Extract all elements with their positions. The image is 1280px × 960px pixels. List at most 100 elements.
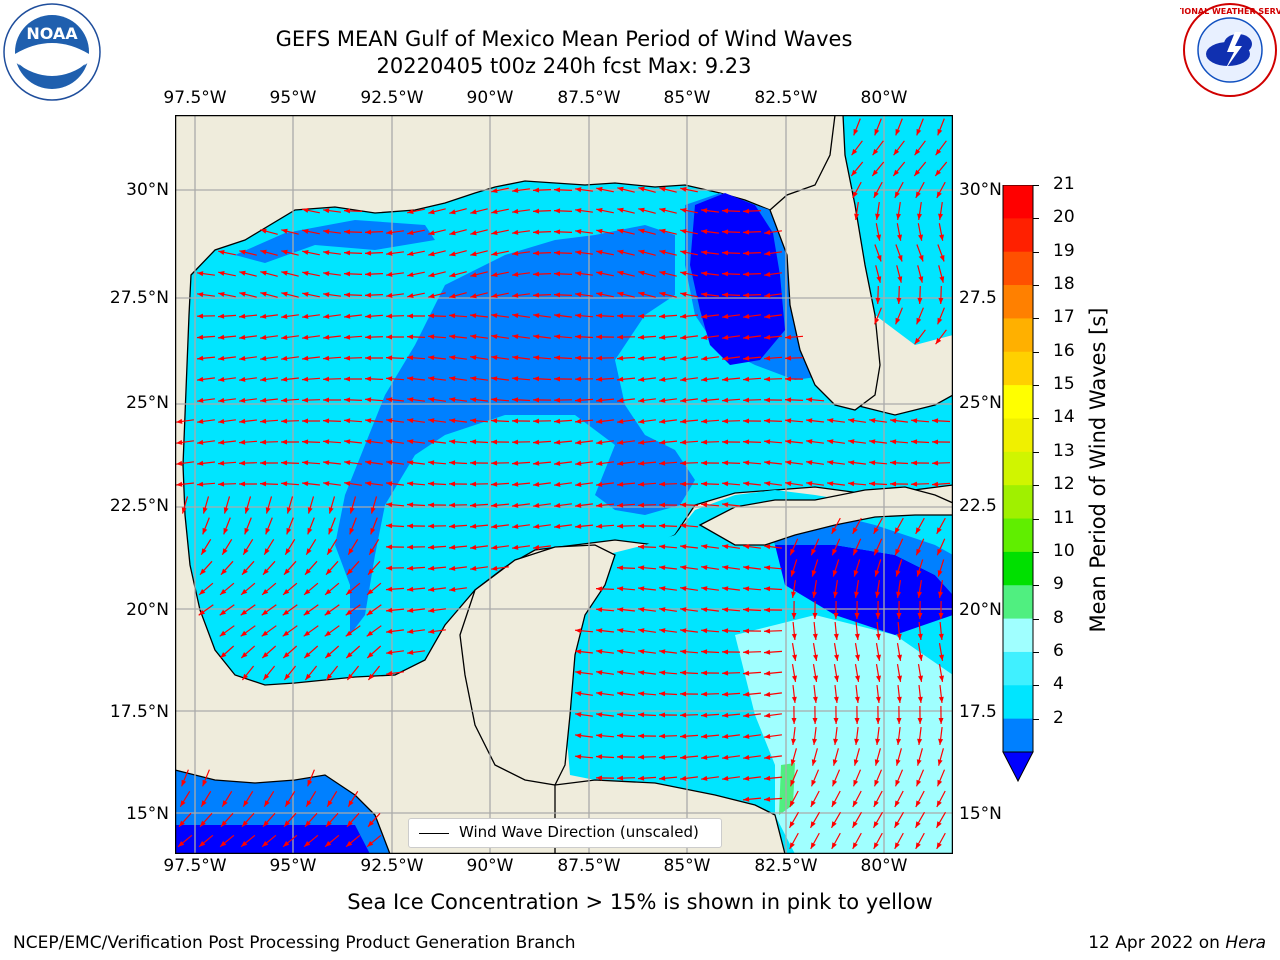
wind-wave-arrowhead [938, 613, 944, 619]
footer-date-text: 12 Apr 2022 on [1088, 933, 1226, 953]
wind-wave-arrowhead [344, 418, 351, 424]
lon-tick-bottom: 92.5°W [360, 856, 424, 876]
wind-wave-arrowhead [617, 754, 623, 760]
wind-wave-arrowhead [470, 502, 477, 508]
lon-tick-top: 90°W [466, 88, 514, 108]
wind-wave-arrowhead [743, 586, 750, 592]
wind-wave-arrowhead [743, 628, 749, 634]
wind-wave-arrowhead [386, 586, 393, 592]
wind-wave-arrowhead [302, 460, 309, 466]
wind-wave-arrowhead [554, 481, 561, 487]
wind-wave-arrowhead [938, 738, 944, 745]
wind-wave-arrowhead [853, 759, 859, 766]
wind-wave-arrowhead [638, 481, 645, 487]
wind-wave-arrowhead [386, 334, 392, 340]
wind-wave-arrowhead [617, 481, 624, 487]
wind-wave-arrowhead [932, 460, 939, 466]
wind-wave-arrowhead [512, 355, 519, 361]
wind-wave-arrowhead [701, 754, 708, 760]
wind-wave-arrowhead [722, 754, 729, 760]
wind-wave-arrowhead [659, 228, 666, 234]
wind-wave-arrowhead [386, 502, 393, 508]
wind-wave-arrowhead [512, 502, 519, 508]
colorbar-tick-label: 12 [1053, 474, 1075, 495]
wind-wave-arrowhead [659, 207, 666, 213]
wind-wave-arrowhead [407, 376, 414, 382]
wind-wave-arrowhead [896, 633, 902, 640]
wind-wave-arrowhead [680, 775, 687, 781]
wind-wave-arrowhead [680, 271, 687, 276]
wind-wave-arrowhead [554, 355, 561, 361]
wind-wave-arrowhead [197, 397, 204, 403]
wind-wave-arrowhead [764, 607, 770, 613]
wind-wave-arrowhead [242, 673, 249, 681]
wind-wave-arrowhead [242, 568, 248, 575]
wind-wave-arrowhead [806, 460, 813, 466]
wind-wave-arrowhead [218, 292, 225, 297]
wind-wave-arrowhead [243, 800, 249, 807]
wind-wave-arrowhead [790, 759, 796, 766]
colorbar-tick-mark [1033, 618, 1039, 620]
wind-wave-arrowhead [219, 609, 226, 616]
wind-wave-arrowhead [638, 628, 645, 634]
wind-wave-arrowhead [894, 800, 900, 807]
wind-wave-arrowhead [386, 292, 393, 298]
wind-wave-arrowhead [386, 418, 393, 424]
wind-wave-arrowhead [791, 718, 797, 724]
wind-wave-arrowhead [831, 842, 837, 849]
wind-wave-arrowhead [680, 586, 687, 592]
wind-wave-arrowhead [743, 691, 750, 697]
wind-wave-arrowhead [200, 568, 206, 575]
wind-wave-arrowhead [554, 313, 561, 319]
wind-wave-arrowhead [701, 229, 708, 235]
wind-wave-arrowhead [764, 355, 771, 361]
wind-wave-arrowhead [326, 673, 333, 681]
wind-wave-arrowhead [834, 675, 839, 682]
lon-tick-top: 95°W [269, 88, 317, 108]
wind-wave-arrowhead [575, 271, 582, 277]
colorbar-tick-mark [1033, 585, 1039, 587]
wind-wave-arrowhead [197, 292, 204, 298]
wind-wave-arrowhead [617, 691, 624, 697]
wind-wave-arrowhead [283, 652, 290, 659]
wind-wave-arrowhead [743, 313, 750, 319]
wind-wave-arrowhead [554, 229, 561, 235]
wind-wave-arrowhead [722, 670, 729, 676]
wind-wave-arrowhead [323, 439, 330, 445]
lon-tick-top: 87.5°W [557, 88, 621, 108]
wind-wave-arrowhead [512, 292, 519, 298]
colorbar-tick-label: 8 [1053, 607, 1064, 628]
lon-tick-top: 97.5°W [163, 88, 227, 108]
wind-wave-arrowhead [743, 439, 750, 445]
wind-wave-arrowhead [533, 418, 540, 424]
wind-wave-arrowhead [407, 523, 413, 529]
wind-wave-arrowhead [344, 313, 351, 319]
wind-wave-arrowhead [470, 209, 477, 215]
wind-wave-arrowhead [806, 397, 813, 403]
wind-wave-arrowhead [659, 313, 666, 319]
lat-tick-left: 20°N [126, 600, 169, 620]
wind-wave-arrowhead [854, 633, 860, 640]
wind-wave-arrowhead [554, 271, 561, 277]
wind-wave-arrowhead [575, 481, 582, 487]
wind-wave-arrowhead [323, 397, 329, 403]
wind-wave-arrowhead [491, 313, 498, 319]
footer-machine: Hera [1225, 933, 1266, 953]
wind-wave-arrowhead [575, 712, 582, 718]
wind-wave-arrowhead [428, 544, 435, 550]
wind-wave-arrowhead [240, 609, 247, 616]
wind-wave-arrowhead [470, 313, 477, 319]
wind-wave-arrowhead [617, 270, 624, 276]
wind-wave-arrowhead [831, 821, 837, 828]
wind-wave-arrowhead [869, 418, 876, 424]
wind-wave-arrowhead [449, 251, 456, 257]
wind-wave-arrowhead [260, 291, 267, 297]
wind-wave-arrowhead [302, 292, 309, 297]
wind-wave-arrowhead [575, 733, 582, 739]
wind-wave-arrowhead [344, 229, 351, 235]
wind-wave-arrowhead [806, 418, 813, 424]
wind-wave-arrowhead [265, 527, 271, 535]
wind-wave-arrowhead [680, 628, 687, 634]
wind-wave-arrowhead [872, 148, 879, 156]
wind-wave-arrowhead [701, 607, 708, 613]
